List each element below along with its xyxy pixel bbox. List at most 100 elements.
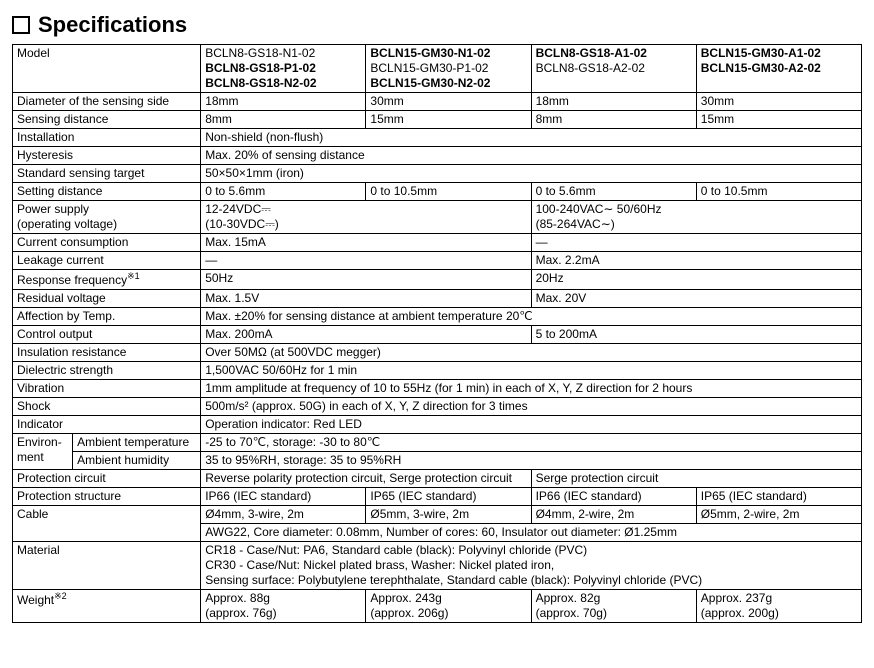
cell: Serge protection circuit (531, 470, 861, 488)
cell: Ø4mm, 2-wire, 2m (531, 506, 696, 524)
table-row: Environ- ment Ambient temperature -25 to… (13, 434, 862, 452)
table-row: Response frequency※1 50Hz 20Hz (13, 270, 862, 290)
target-label: Standard sensing target (13, 165, 201, 183)
cell: Ø4mm, 3-wire, 2m (201, 506, 366, 524)
cable-label: Cable (13, 506, 201, 542)
sensing-label: Sensing distance (13, 111, 201, 129)
cell: 18mm (201, 93, 366, 111)
table-row: Indicator Operation indicator: Red LED (13, 416, 862, 434)
env-label: Environ- ment (13, 434, 73, 470)
cell: 0 to 10.5mm (366, 183, 531, 201)
ind-label: Indicator (13, 416, 201, 434)
cell: — (531, 234, 861, 252)
residual-label: Residual voltage (13, 290, 201, 308)
table-row: Material CR18 - Case/Nut: PA6, Standard … (13, 542, 862, 590)
cell: 0 to 5.6mm (531, 183, 696, 201)
table-row: Standard sensing target 50×50×1mm (iron) (13, 165, 862, 183)
cell: 35 to 95%RH, storage: 35 to 95%RH (201, 452, 862, 470)
model-col2: BCLN15-GM30-N1-02 BCLN15-GM30-P1-02 BCLN… (366, 45, 531, 93)
table-row: Affection by Temp. Max. ±20% for sensing… (13, 308, 862, 326)
cell: -25 to 70℃, storage: -30 to 80℃ (201, 434, 862, 452)
table-row: Cable Ø4mm, 3-wire, 2m Ø5mm, 3-wire, 2m … (13, 506, 862, 524)
table-row: Insulation resistance Over 50MΩ (at 500V… (13, 344, 862, 362)
cell: IP66 (IEC standard) (201, 488, 366, 506)
cell: Ø5mm, 2-wire, 2m (696, 506, 861, 524)
cell: IP65 (IEC standard) (696, 488, 861, 506)
cell: 100-240VAC∼ 50/60Hz(85-264VAC∼) (531, 201, 861, 234)
spec-table: Model BCLN8-GS18-N1-02 BCLN8-GS18-P1-02 … (12, 44, 862, 623)
install-label: Installation (13, 129, 201, 147)
table-row: Hysteresis Max. 20% of sensing distance (13, 147, 862, 165)
cell: Max. 15mA (201, 234, 531, 252)
cell: — (201, 252, 531, 270)
cell: Max. ±20% for sensing distance at ambien… (201, 308, 862, 326)
table-row: Power supply(operating voltage) 12-24VDC… (13, 201, 862, 234)
table-row: Leakage current — Max. 2.2mA (13, 252, 862, 270)
diel-label: Dielectric strength (13, 362, 201, 380)
cell: Operation indicator: Red LED (201, 416, 862, 434)
cell: Approx. 237g(approx. 200g) (696, 590, 861, 623)
cell: 500m/s² (approx. 50G) in each of X, Y, Z… (201, 398, 862, 416)
table-row: Vibration 1mm amplitude at frequency of … (13, 380, 862, 398)
leak-label: Leakage current (13, 252, 201, 270)
square-icon (12, 16, 30, 34)
model-col3: BCLN8-GS18-A1-02 BCLN8-GS18-A2-02 (531, 45, 696, 93)
cell: 20Hz (531, 270, 861, 290)
hyst-label: Hysteresis (13, 147, 201, 165)
cell: 0 to 5.6mm (201, 183, 366, 201)
cell: 18mm (531, 93, 696, 111)
cell: 15mm (366, 111, 531, 129)
shock-label: Shock (13, 398, 201, 416)
table-row: Current consumption Max. 15mA — (13, 234, 862, 252)
cell: IP66 (IEC standard) (531, 488, 696, 506)
cell: 30mm (696, 93, 861, 111)
table-row: Installation Non-shield (non-flush) (13, 129, 862, 147)
table-row: Weight※2 Approx. 88g(approx. 76g) Approx… (13, 590, 862, 623)
table-row: Model BCLN8-GS18-N1-02 BCLN8-GS18-P1-02 … (13, 45, 862, 93)
power-label: Power supply(operating voltage) (13, 201, 201, 234)
table-row: Shock 500m/s² (approx. 50G) in each of X… (13, 398, 862, 416)
title-row: Specifications (12, 12, 862, 38)
ctrl-label: Control output (13, 326, 201, 344)
cell: Approx. 82g(approx. 70g) (531, 590, 696, 623)
cell: Max. 2.2mA (531, 252, 861, 270)
cell: Max. 20% of sensing distance (201, 147, 862, 165)
table-row: Sensing distance 8mm 15mm 8mm 15mm (13, 111, 862, 129)
mat-label: Material (13, 542, 201, 590)
cell: 1,500VAC 50/60Hz for 1 min (201, 362, 862, 380)
table-row: Dielectric strength 1,500VAC 50/60Hz for… (13, 362, 862, 380)
cell: 50Hz (201, 270, 531, 290)
resp-label: Response frequency※1 (13, 270, 201, 290)
cell: Max. 20V (531, 290, 861, 308)
cell: Approx. 88g(approx. 76g) (201, 590, 366, 623)
protcir-label: Protection circuit (13, 470, 201, 488)
cell: AWG22, Core diameter: 0.08mm, Number of … (201, 524, 862, 542)
cell: 50×50×1mm (iron) (201, 165, 862, 183)
temp-label: Affection by Temp. (13, 308, 201, 326)
cell: 8mm (531, 111, 696, 129)
cell: 8mm (201, 111, 366, 129)
model-col4: BCLN15-GM30-A1-02 BCLN15-GM30-A2-02 (696, 45, 861, 93)
cell: Max. 1.5V (201, 290, 531, 308)
cell: CR18 - Case/Nut: PA6, Standard cable (bl… (201, 542, 862, 590)
table-row: Diameter of the sensing side 18mm 30mm 1… (13, 93, 862, 111)
table-row: Ambient humidity 35 to 95%RH, storage: 3… (13, 452, 862, 470)
setdist-label: Setting distance (13, 183, 201, 201)
vib-label: Vibration (13, 380, 201, 398)
cell: 15mm (696, 111, 861, 129)
page-title: Specifications (38, 12, 187, 38)
model-label: Model (13, 45, 201, 93)
cell: Max. 200mA (201, 326, 531, 344)
model-col1: BCLN8-GS18-N1-02 BCLN8-GS18-P1-02 BCLN8-… (201, 45, 366, 93)
env-temp-label: Ambient temperature (73, 434, 201, 452)
current-label: Current consumption (13, 234, 201, 252)
protstr-label: Protection structure (13, 488, 201, 506)
cell: 1mm amplitude at frequency of 10 to 55Hz… (201, 380, 862, 398)
weight-label: Weight※2 (13, 590, 201, 623)
cell: 5 to 200mA (531, 326, 861, 344)
cell: 30mm (366, 93, 531, 111)
env-hum-label: Ambient humidity (73, 452, 201, 470)
diameter-label: Diameter of the sensing side (13, 93, 201, 111)
table-row: Protection circuit Reverse polarity prot… (13, 470, 862, 488)
cell: Approx. 243g(approx. 206g) (366, 590, 531, 623)
